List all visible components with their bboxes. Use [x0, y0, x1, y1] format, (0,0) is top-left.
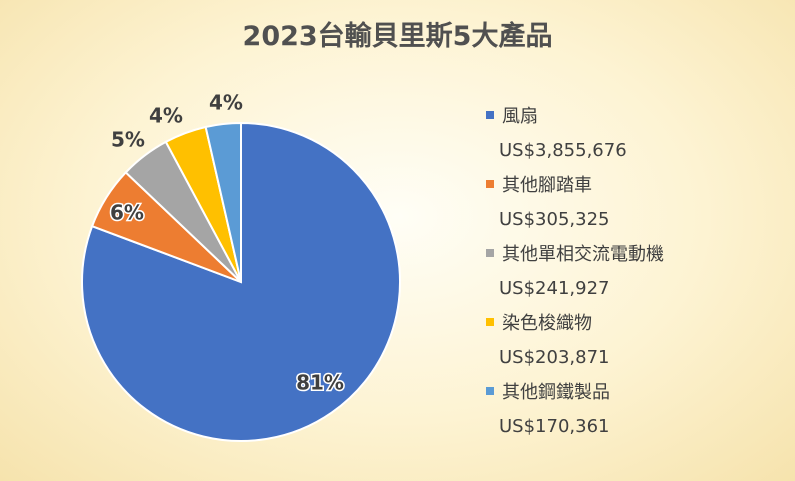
legend-value: US$3,855,676	[499, 140, 627, 161]
legend-value: US$203,871	[499, 347, 610, 368]
data-label: 4%	[209, 91, 243, 115]
legend-item-ac-motors: 其他單相交流電動機 US$241,927	[486, 238, 786, 307]
data-label: 6%	[110, 201, 144, 225]
legend-swatch	[486, 387, 494, 395]
legend-item-bicycles: 其他腳踏車 US$305,325	[486, 169, 786, 238]
data-label: 4%	[149, 104, 183, 128]
legend-swatch	[486, 111, 494, 119]
legend-label: 風扇	[502, 106, 538, 127]
legend-item-dyed-woven-fabrics: 染色梭織物 US$203,871	[486, 307, 786, 376]
legend-label: 其他腳踏車	[502, 175, 592, 196]
legend-swatch	[486, 180, 494, 188]
legend-item-steel-products: 其他鋼鐵製品 US$170,361	[486, 376, 786, 445]
data-label: 5%	[111, 128, 145, 152]
legend-label: 染色梭織物	[502, 313, 592, 334]
legend-value: US$305,325	[499, 209, 610, 230]
data-label: 81%	[296, 371, 344, 395]
legend-value: US$241,927	[499, 278, 610, 299]
pie-slice	[204, 121, 242, 283]
legend-label: 其他鋼鐵製品	[502, 382, 610, 403]
legend-item-fans: 風扇 US$3,855,676	[486, 100, 786, 169]
legend-swatch	[486, 249, 494, 257]
legend-value: US$170,361	[499, 416, 610, 437]
legend: 風扇 US$3,855,676 其他腳踏車 US$305,325 其他單相交流電…	[486, 100, 786, 445]
legend-swatch	[486, 318, 494, 326]
chart-title: 2023台輸貝里斯5大產品	[242, 21, 553, 52]
legend-label: 其他單相交流電動機	[502, 244, 664, 265]
